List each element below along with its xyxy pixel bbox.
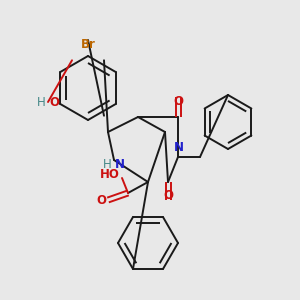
Text: HO: HO bbox=[100, 169, 120, 182]
Text: O: O bbox=[163, 189, 173, 202]
Text: O: O bbox=[96, 194, 106, 206]
Text: O: O bbox=[49, 95, 59, 109]
Text: H: H bbox=[37, 95, 46, 109]
Text: H: H bbox=[103, 158, 112, 170]
Text: Br: Br bbox=[81, 38, 95, 51]
Text: N: N bbox=[174, 141, 184, 154]
Text: N: N bbox=[115, 158, 125, 170]
Text: O: O bbox=[173, 95, 183, 108]
